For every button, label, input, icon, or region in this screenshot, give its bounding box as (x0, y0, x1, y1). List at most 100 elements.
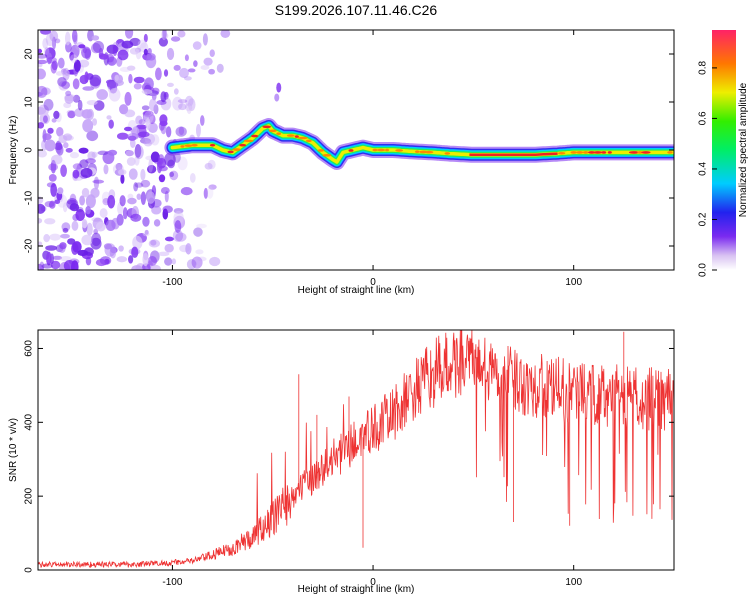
noise-blob (107, 149, 118, 156)
noise-blob (200, 65, 210, 70)
noise-blob (85, 256, 92, 266)
ridge-hot-spot (184, 144, 193, 147)
noise-blob (124, 109, 136, 118)
noise-blob (77, 99, 83, 111)
noise-blob (64, 93, 74, 104)
noise-blob (116, 132, 129, 140)
noise-blob (175, 232, 187, 242)
noise-blob (46, 56, 57, 64)
ridge-hot-spot (180, 145, 185, 148)
noise-blob (173, 207, 184, 214)
noise-blob (97, 150, 109, 156)
noise-blob (165, 126, 172, 138)
noise-blob (193, 227, 203, 237)
noise-blob (85, 205, 91, 215)
noise-blob (185, 95, 194, 107)
noise-blob (133, 83, 142, 90)
noise-blob (108, 119, 114, 129)
noise-blob (192, 41, 202, 50)
noise-blob (51, 118, 57, 123)
noise-blob (92, 179, 105, 184)
ridge-hot-spot (191, 143, 198, 147)
ridge-hot-spot (209, 143, 216, 147)
noise-blob (134, 182, 144, 188)
noise-blob (202, 33, 208, 46)
noise-blob (38, 241, 43, 246)
noise-blob (66, 109, 76, 115)
noise-blob (164, 257, 173, 266)
noise-blob (60, 233, 70, 239)
noise-blob (166, 47, 175, 60)
noise-blob (109, 87, 121, 102)
colorbar-tick-label: 0.6 (698, 111, 709, 125)
noise-blob (53, 110, 60, 120)
noise-blob (125, 150, 134, 157)
noise-blob (177, 99, 188, 104)
snr-x-tick-label: 100 (565, 577, 582, 588)
noise-blob (130, 213, 142, 222)
noise-blob (40, 30, 51, 35)
noise-blob (146, 191, 156, 204)
noise-blob (177, 30, 186, 38)
noise-blob (143, 140, 153, 147)
spectrogram-ridge (164, 82, 674, 170)
noise-blob (58, 80, 69, 91)
noise-blob (151, 92, 157, 101)
noise-blob (150, 134, 160, 146)
noise-blob (136, 193, 142, 200)
noise-blob (166, 82, 174, 87)
noise-blob (42, 129, 47, 143)
noise-blob (124, 126, 133, 132)
noise-blob (206, 186, 214, 199)
spectrogram-y-tick-label: 0 (24, 147, 35, 153)
ridge-core-red (469, 152, 558, 157)
spectrogram-x-axis-label: Height of straight line (km) (298, 285, 415, 296)
noise-blob (137, 39, 147, 49)
ridge-hot-spot (262, 125, 272, 129)
noise-blob (49, 30, 59, 42)
noise-blob (61, 81, 70, 90)
noise-blob (65, 90, 72, 97)
noise-blob (49, 233, 61, 241)
snr-series-line (38, 330, 674, 569)
noise-blob (71, 220, 79, 231)
chart-title: S199.2026.107.11.46.C26 (275, 2, 438, 18)
spectrogram-y-tick-label: 10 (24, 96, 35, 108)
spectrogram-y-tick-label: -20 (24, 238, 35, 253)
noise-blob (81, 46, 92, 59)
spectrogram-y-tick-label: 20 (24, 48, 35, 60)
noise-blob (79, 195, 86, 206)
noise-blob (114, 74, 120, 81)
noise-blob (185, 103, 193, 112)
colorbar-tick-label: 0.0 (698, 263, 709, 277)
noise-blob (134, 144, 142, 158)
noise-blob (70, 54, 78, 63)
ridge-hot-spot (425, 150, 434, 154)
noise-blob (64, 31, 71, 46)
noise-blob (158, 121, 165, 131)
ridge-hot-spot (305, 139, 312, 143)
noise-blob (125, 30, 134, 39)
noise-blob (67, 238, 76, 245)
noise-blob (48, 200, 56, 209)
noise-blob (163, 69, 169, 77)
noise-blob (143, 33, 148, 43)
noise-blob (81, 234, 93, 246)
noise-blob (73, 59, 81, 72)
noise-blob (124, 91, 132, 106)
noise-blob (78, 59, 90, 68)
snr-y-tick-label: 0 (24, 567, 35, 573)
noise-blob (191, 256, 203, 269)
ridge-hot-spot (227, 150, 234, 154)
noise-blob (74, 108, 85, 117)
noise-blob (89, 74, 102, 87)
colorbar-ticks: 0.0 0.2 0.4 0.6 0.8 (698, 61, 717, 277)
noise-blob (133, 182, 139, 192)
noise-blob (144, 229, 149, 235)
noise-blob (122, 207, 128, 220)
noise-blob (57, 187, 64, 195)
noise-blob (127, 133, 139, 141)
noise-blob (103, 243, 112, 250)
